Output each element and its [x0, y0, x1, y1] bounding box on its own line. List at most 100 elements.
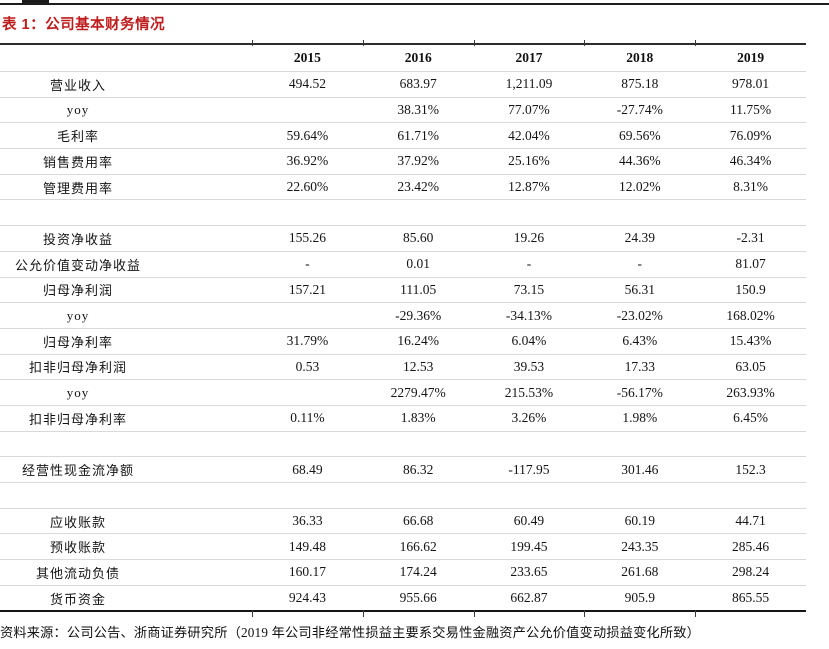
column-boundary-tick	[474, 40, 475, 46]
column-boundary-tick	[584, 40, 585, 46]
table-row: 营业收入 494.52 683.97 1,211.09 875.18 978.01	[0, 71, 806, 98]
cell-value	[252, 199, 363, 227]
cell-value: 73.15	[473, 277, 585, 304]
cell-value	[252, 379, 363, 406]
cell-value: 233.65	[473, 559, 585, 586]
cell-value: 16.24%	[362, 328, 474, 355]
cell-value: -27.74%	[584, 97, 696, 124]
column-header-year: 2019	[695, 44, 806, 72]
row-label: 经营性现金流净额	[0, 456, 252, 483]
table-row-spacer	[0, 431, 806, 458]
cell-value: 0.11%	[252, 405, 363, 432]
cell-value: 68.49	[252, 456, 363, 483]
cell-value: 31.79%	[252, 328, 363, 355]
cell-value: 1.98%	[584, 405, 696, 432]
cell-value: 39.53	[473, 354, 585, 381]
cell-value: 111.05	[362, 277, 474, 304]
cell-value: 36.33	[252, 508, 363, 535]
cell-value: 12.53	[362, 354, 474, 381]
cell-value: 85.60	[362, 225, 474, 252]
row-label: 其他流动负债	[0, 559, 252, 586]
table-header-row: 2015 2016 2017 2018 2019	[0, 44, 806, 72]
cell-value: 1,211.09	[473, 71, 585, 98]
cell-value: 59.64%	[252, 122, 363, 150]
cell-value: 12.87%	[473, 174, 585, 201]
cell-value	[252, 482, 363, 509]
table-row: 预收账款 149.48 166.62 199.45 243.35 285.46	[0, 533, 806, 561]
cell-value: 44.36%	[584, 148, 696, 175]
cell-value: 152.3	[695, 456, 806, 483]
column-boundary-tick	[363, 610, 364, 617]
table-row: 归母净利润 157.21 111.05 73.15 56.31 150.9	[0, 277, 806, 304]
cell-value: 3.26%	[473, 405, 585, 432]
column-header-label	[0, 44, 252, 72]
cell-value: 683.97	[362, 71, 474, 98]
row-label: 投资净收益	[0, 225, 252, 252]
row-label: 应收账款	[0, 508, 252, 535]
cell-value	[584, 482, 696, 509]
row-label: 销售费用率	[0, 148, 252, 175]
cell-value	[473, 199, 585, 227]
page-top-rule	[0, 3, 829, 5]
cell-value: 11.75%	[695, 97, 806, 124]
row-label: yoy	[0, 379, 252, 406]
row-label: 扣非归母净利率	[0, 405, 252, 432]
cell-value: 77.07%	[473, 97, 585, 124]
cell-value: -2.31	[695, 225, 806, 252]
cell-value: 494.52	[252, 71, 363, 98]
cell-value: 6.43%	[584, 328, 696, 355]
table-row: 销售费用率 36.92% 37.92% 25.16% 44.36% 46.34%	[0, 148, 806, 175]
cell-value: 0.01	[362, 251, 474, 278]
cell-value: 199.45	[473, 533, 585, 561]
row-label: yoy	[0, 302, 252, 329]
cell-value	[695, 431, 806, 458]
row-label: 管理费用率	[0, 174, 252, 201]
cell-value: -	[252, 251, 363, 278]
row-label	[0, 199, 252, 227]
cell-value: 157.21	[252, 277, 363, 304]
table-title: 表 1：公司基本财务情况	[2, 17, 166, 33]
cell-value	[584, 431, 696, 458]
table-row: 管理费用率 22.60% 23.42% 12.87% 12.02% 8.31%	[0, 174, 806, 201]
table-row: 归母净利率 31.79% 16.24% 6.04% 6.43% 15.43%	[0, 328, 806, 355]
table-row: yoy 38.31% 77.07% -27.74% 11.75%	[0, 97, 806, 124]
cell-value: 166.62	[362, 533, 474, 561]
cell-value: 56.31	[584, 277, 696, 304]
cell-value: 38.31%	[362, 97, 474, 124]
row-label: 货币资金	[0, 585, 252, 613]
cell-value: 174.24	[362, 559, 474, 586]
column-boundary-tick	[252, 610, 253, 617]
cell-value	[362, 431, 474, 458]
cell-value	[695, 199, 806, 227]
column-boundary-tick	[584, 610, 585, 617]
table-row: yoy -29.36% -34.13% -23.02% 168.02%	[0, 302, 806, 329]
cell-value: 978.01	[695, 71, 806, 98]
cell-value: -29.36%	[362, 302, 474, 329]
cell-value: 875.18	[584, 71, 696, 98]
cell-value: 160.17	[252, 559, 363, 586]
table-row: 毛利率 59.64% 61.71% 42.04% 69.56% 76.09%	[0, 122, 806, 150]
column-boundary-tick	[252, 40, 253, 46]
table-row: 公允价值变动净收益 -0.01- -81.07	[0, 251, 806, 278]
cell-value: 155.26	[252, 225, 363, 252]
row-label	[0, 431, 252, 458]
row-label: 营业收入	[0, 71, 252, 98]
cell-value: 24.39	[584, 225, 696, 252]
column-boundary-tick	[695, 610, 696, 617]
cell-value	[362, 199, 474, 227]
cell-value: 69.56%	[584, 122, 696, 150]
cell-value: 19.26	[473, 225, 585, 252]
cell-value: 17.33	[584, 354, 696, 381]
source-note: 资料来源：公司公告、浙商证券研究所（2019 年公司非经常性损益主要系交易性金融…	[0, 625, 701, 640]
table-row: 应收账款 36.33 66.68 60.49 60.19 44.71	[0, 508, 806, 535]
cell-value: 46.34%	[695, 148, 806, 175]
cell-value	[252, 97, 363, 124]
table-row-spacer	[0, 482, 806, 509]
cell-value	[252, 431, 363, 458]
cell-value: -	[584, 251, 696, 278]
cell-value: 285.46	[695, 533, 806, 561]
page-top-tab-mark	[22, 0, 49, 3]
row-label: yoy	[0, 97, 252, 124]
table-row: 扣非归母净利率 0.11% 1.83% 3.26% 1.98% 6.45%	[0, 405, 806, 432]
